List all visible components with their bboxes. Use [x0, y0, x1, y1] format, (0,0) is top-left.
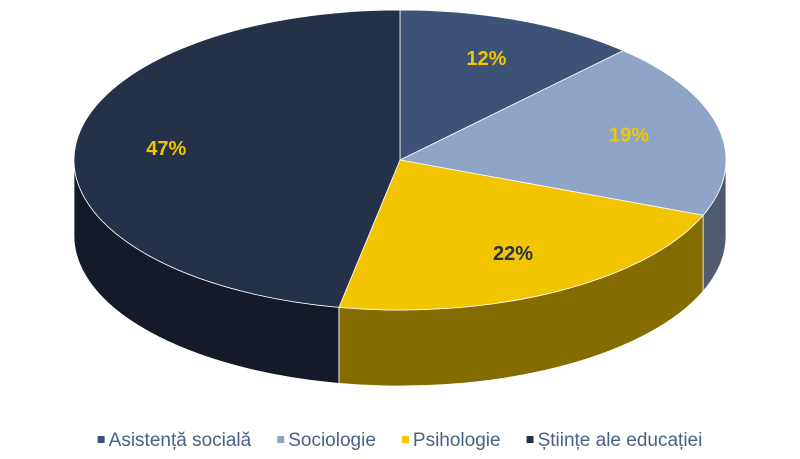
data-labels: 12% 19% 22% 47%: [146, 48, 649, 265]
legend-label: Științe ale educației: [538, 430, 703, 451]
legend-label: Sociologie: [288, 430, 376, 451]
legend-marker: [277, 436, 285, 443]
legend-marker: [401, 436, 409, 443]
data-label: 47%: [146, 138, 186, 160]
legend: Asistență socială Sociologie Psihologie Ști…: [97, 430, 703, 451]
pie-tops: [73, 9, 727, 311]
slice: [398, 50, 727, 216]
pie-sides: [73, 159, 727, 387]
data-label: 19%: [609, 125, 649, 147]
legend-label: Asistență socială: [109, 430, 252, 451]
legend-marker: [526, 436, 534, 443]
data-label: 12%: [466, 48, 506, 70]
legend-marker: [97, 436, 105, 443]
data-label: 22%: [493, 243, 533, 265]
slice: [338, 159, 704, 311]
slice: [73, 9, 401, 308]
slice: [399, 9, 625, 161]
legend-label: Psihologie: [413, 430, 501, 451]
